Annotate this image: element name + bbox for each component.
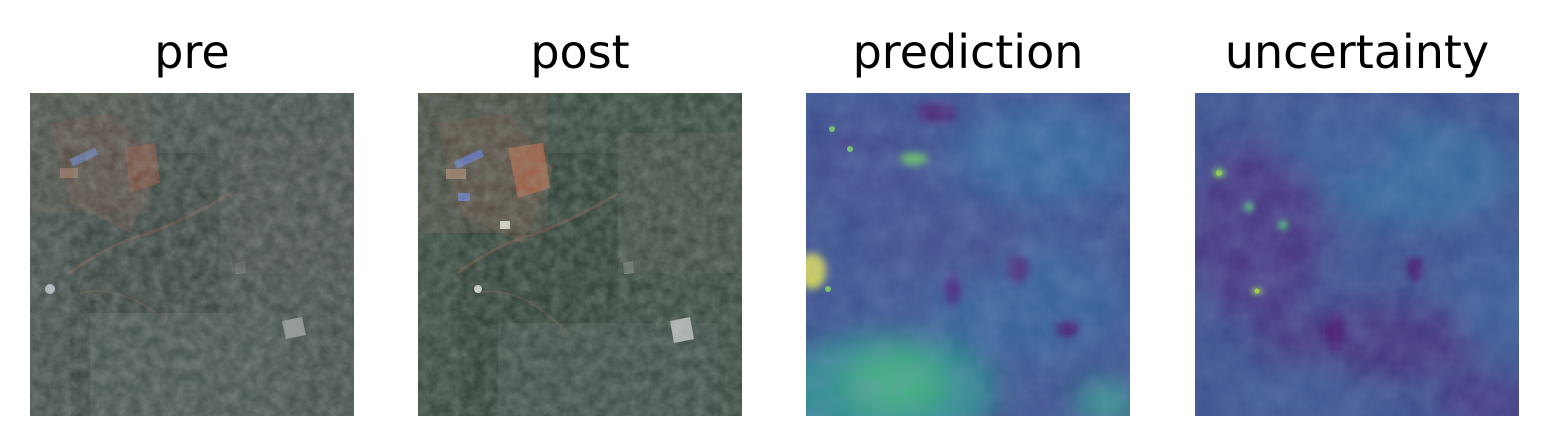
panel-post: post [418,0,742,446]
panel-title-uncertainty: uncertainty [1224,25,1490,79]
pre-satellite-image [30,93,354,416]
panel-pre: pre [30,0,354,446]
prediction-heatmap [806,93,1130,416]
uncertainty-heatmap-image [1195,93,1519,416]
panel-title-prediction: prediction [852,25,1084,79]
pre-image [30,93,354,416]
post-image [418,93,742,416]
panel-uncertainty: uncertainty [1195,0,1519,446]
panel-title-pre: pre [154,25,230,79]
panel-title-post: post [530,25,630,79]
prediction-heatmap-image [806,93,1130,416]
panel-prediction: prediction [806,0,1130,446]
post-satellite-image [418,93,742,416]
uncertainty-heatmap [1195,93,1519,416]
